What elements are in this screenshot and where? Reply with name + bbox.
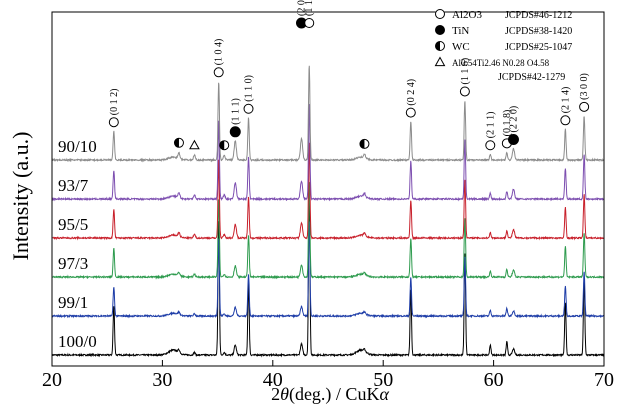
hkl-label-2: (1 1 1) (230, 98, 241, 125)
legend-phase-tin: TiN (452, 25, 469, 37)
hkl-label-10: (2 2 0) (508, 106, 519, 133)
peak-marker-6 (405, 107, 416, 118)
x-tick-label-40: 40 (263, 369, 283, 391)
x-label-theta: θ (280, 384, 289, 404)
plot-frame (51, 11, 605, 367)
sample-labels: 100/0 99/1 97/3 95/5 93/7 90/10 (58, 137, 97, 351)
hkl-label-7: (1 1 6) (460, 58, 471, 85)
legend-marker-other (434, 56, 446, 67)
x-label-mid: (deg.) / CuK (289, 384, 379, 405)
peak-marker-0 (108, 117, 119, 128)
hkl-label-9: (0 1 8) (502, 110, 513, 137)
hkl-label-6: (0 2 4) (406, 79, 417, 106)
x-label-alpha: α (379, 384, 389, 404)
x-tick-label-30: 30 (152, 369, 172, 391)
x-tick-label-70: 70 (594, 369, 614, 391)
hkl-label-1: (1 0 4) (214, 39, 225, 66)
legend-marker-wc (435, 41, 445, 51)
sample-label-99/1: 99/1 (58, 293, 88, 312)
legend-marker-al2o3 (435, 9, 445, 19)
series-line-100/0 (51, 192, 604, 358)
peak-marker-7 (459, 86, 470, 97)
series-line-99/1 (51, 221, 605, 319)
legend-card-al2o3: JCPDS#46-1212 (505, 10, 572, 21)
legend-marker-tin (435, 25, 445, 35)
extra-marker-1 (189, 139, 200, 150)
hkl-label-3: (1 1 0) (244, 75, 255, 102)
sample-label-95/5: 95/5 (58, 215, 88, 234)
hkl-labels: (0 1 2)(1 0 4)(1 1 1)(1 1 0)(2 0 0)(1 1 … (109, 0, 590, 138)
x-tick-label-50: 50 (373, 369, 393, 391)
legend-phase-wc: WC (452, 41, 470, 53)
hkl-label-4: (2 0 0) (297, 0, 308, 16)
sample-label-93/7: 93/7 (58, 176, 89, 195)
hkl-label-12: (3 0 0) (579, 73, 590, 100)
legend-card-wc: JCPDS#25-1047 (505, 42, 572, 53)
series-line-90/10 (51, 65, 605, 163)
legend-card-tin: JCPDS#38-1420 (505, 26, 572, 37)
sample-label-100/0: 100/0 (58, 332, 97, 351)
hkl-label-8: (2 1 1) (485, 112, 496, 139)
x-axis-label: 2θ(deg.) / CuKα (271, 384, 389, 405)
hkl-label-0: (0 1 2) (109, 89, 120, 116)
series-layer (51, 65, 605, 358)
phase-markers (108, 17, 590, 151)
peak-marker-5 (304, 18, 315, 28)
series-line-93/7 (51, 104, 604, 202)
legend-phase-al2o3: Al2O3 (452, 9, 482, 21)
legend: Al2O3 JCPDS#46-1212 TiN JCPDS#38-1420 WC JCPD… (434, 9, 572, 83)
x-label-prefix: 2 (271, 384, 280, 404)
peak-marker-12 (579, 101, 590, 112)
peak-marker-3 (243, 103, 254, 114)
hkl-label-11: (2 1 4) (560, 87, 571, 114)
legend-phase-other: Al0.54Ti2.46 N0.28 O4.58 (452, 58, 550, 68)
x-tick-label-60: 60 (484, 369, 504, 391)
peak-marker-2 (229, 126, 241, 138)
y-axis-label: Intensity (a.u.) (8, 132, 33, 261)
peak-marker-10 (507, 133, 519, 145)
peak-marker-1 (213, 67, 224, 78)
x-tick-label-20: 20 (42, 369, 62, 391)
x-axis-ticks: 20 30 40 50 60 70 (42, 360, 614, 391)
hkl-label-5: (1 1 3) (304, 0, 315, 16)
legend-card-other: JCPDS#42-1279 (498, 72, 565, 83)
extra-marker-0 (173, 137, 184, 148)
extra-marker-2 (219, 140, 230, 151)
sample-label-90/10: 90/10 (58, 137, 97, 156)
peak-marker-11 (560, 115, 571, 126)
sample-label-97/3: 97/3 (58, 254, 88, 273)
peak-marker-8 (485, 140, 496, 151)
series-line-97/3 (51, 182, 605, 280)
series-line-95/5 (51, 142, 605, 241)
extra-marker-3 (359, 138, 370, 149)
